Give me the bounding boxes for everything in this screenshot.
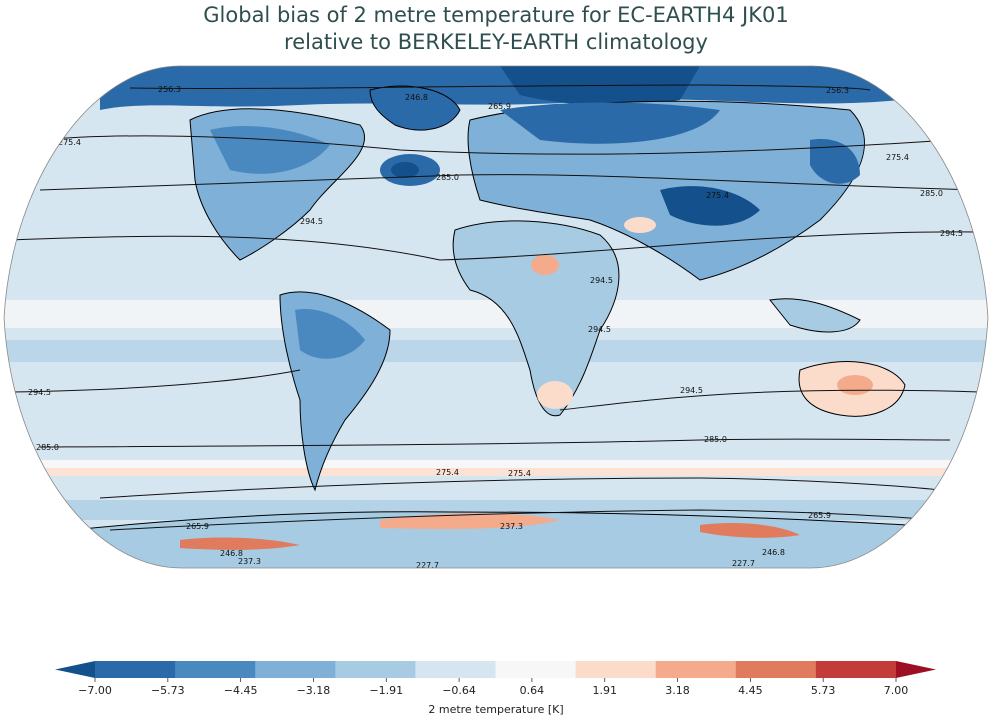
southern-ocean-band	[4, 478, 988, 500]
colorbar-tick-label: 1.91	[592, 684, 617, 697]
contour-label: 256.3	[826, 86, 849, 95]
colorbar-swatch	[415, 661, 496, 678]
contour-label: 294.5	[588, 325, 611, 334]
contour-label: 246.8	[762, 548, 785, 557]
maritime-continent	[769, 298, 861, 333]
tibet-cold-bias	[660, 186, 760, 226]
contour-label: 275.4	[58, 138, 81, 147]
contour-label: 237.3	[500, 522, 523, 531]
colorbar-tick-label: 4.45	[738, 684, 763, 697]
contour-label: 265.9	[186, 522, 209, 531]
chart-title: Global bias of 2 metre temperature for E…	[0, 2, 992, 56]
south-america-cold-core	[295, 309, 365, 359]
contour-275-south	[99, 477, 981, 499]
arctic-cold-bias	[100, 66, 900, 110]
contour-label: 294.5	[680, 386, 703, 395]
middle-east-warm-bias	[624, 217, 656, 233]
colorbar-swatch	[815, 661, 897, 678]
contour-label: 294.5	[28, 388, 51, 397]
colorbar-swatch	[255, 661, 336, 678]
contour-label: 294.5	[300, 217, 323, 226]
contour-label: 227.7	[416, 561, 439, 570]
title-line-2: relative to BERKELEY-EARTH climatology	[284, 30, 708, 54]
colorbar-ticks: −7.00 −5.73 −4.45 −3.18 −1.91 −0.64 0.64 1.91 3.…	[78, 678, 908, 697]
colorbar-swatch	[335, 661, 416, 678]
colorbar-extend-low	[55, 661, 95, 678]
southern-africa-warm-bias	[537, 381, 573, 409]
colorbar-extend-high	[896, 661, 936, 678]
colorbar-tick-label: −5.73	[151, 684, 185, 697]
contour-label: 285.0	[36, 443, 59, 452]
colorbar-swatches	[55, 661, 936, 678]
contour-label: 275.4	[508, 469, 531, 478]
contour-label-group: 256.3 246.8 265.9 256.3 275.4 275.4 285.…	[28, 85, 963, 570]
contour-label: 246.8	[220, 549, 243, 558]
africa-warm-bias	[531, 255, 559, 275]
colorbar-swatch	[575, 661, 657, 678]
contour-label: 227.7	[732, 559, 755, 568]
colorbar-tick-label: 5.73	[811, 684, 836, 697]
colorbar-swatch	[95, 661, 176, 678]
antarctica-warm-bias-east	[700, 523, 800, 538]
southern-ocean-warm-band	[4, 468, 988, 476]
colorbar-swatch	[735, 661, 817, 678]
colorbar-tick-label: −3.18	[297, 684, 331, 697]
ocean-band	[4, 340, 988, 362]
map-field: 256.3 246.8 265.9 256.3 275.4 275.4 285.…	[4, 66, 988, 570]
contour-label: 265.9	[808, 511, 831, 520]
contour-label: 275.4	[886, 153, 909, 162]
contour-256	[129, 84, 871, 91]
north-atlantic-cold-core	[391, 162, 419, 178]
globe-outline	[3, 65, 989, 569]
contour-294-south	[9, 369, 981, 411]
colorbar-tick-label: −7.00	[78, 684, 112, 697]
contour-275-north	[39, 135, 951, 155]
colorbar-tick-label: −0.64	[442, 684, 476, 697]
contour-294-north	[9, 231, 981, 261]
contour-label: 294.5	[940, 229, 963, 238]
siberia-cold-bias	[500, 102, 720, 144]
contour-label: 285.0	[704, 435, 727, 444]
title-line-1: Global bias of 2 metre temperature for E…	[203, 3, 789, 27]
contour-285-south	[39, 438, 951, 448]
contour-label: 256.3	[158, 85, 181, 94]
contour-label: 275.4	[436, 468, 459, 477]
colorbar-tick-label: −1.91	[369, 684, 403, 697]
colorbar-swatch	[655, 661, 737, 678]
colorbar-tick-label: 7.00	[884, 684, 909, 697]
contour-label: 285.0	[920, 189, 943, 198]
east-siberia-cold-bias	[810, 139, 860, 184]
contour-label: 275.4	[706, 191, 729, 200]
antarctica-warm-bias-west	[180, 537, 300, 550]
contour-label: 265.9	[488, 102, 511, 111]
contour-label: 237.3	[238, 557, 261, 566]
southern-ocean-cool-band	[4, 500, 988, 520]
contour-label: 246.8	[405, 93, 428, 102]
contour-label: 294.5	[590, 276, 613, 285]
antarctica-warm-bias	[380, 513, 560, 530]
colorbar-swatch	[495, 661, 577, 678]
colorbar-swatch	[175, 661, 256, 678]
colorbar-tick-label: 3.18	[665, 684, 690, 697]
colorbar-tick-label: 0.64	[520, 684, 545, 697]
colorbar-tick-label: −4.45	[224, 684, 258, 697]
colorbar-label: 2 metre temperature [K]	[428, 703, 563, 716]
contour-label: 285.0	[436, 173, 459, 182]
